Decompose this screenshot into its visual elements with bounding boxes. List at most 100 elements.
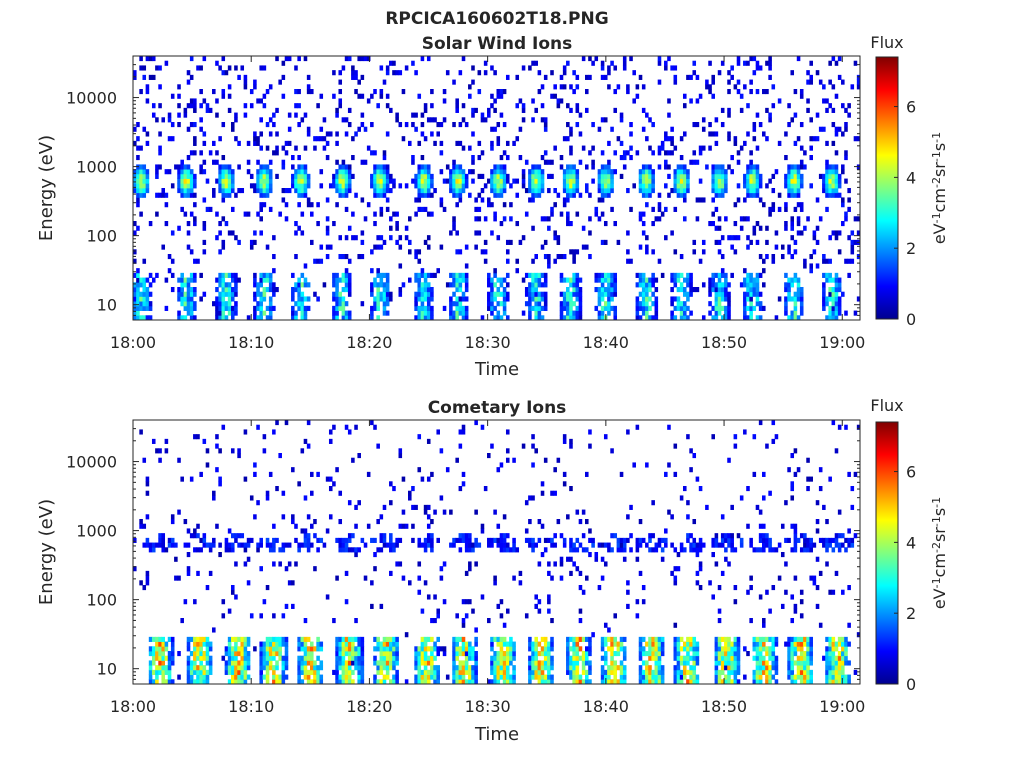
flux-cell: [332, 424, 336, 430]
flux-cell: [556, 457, 561, 463]
flux-cell: [230, 646, 235, 652]
flux-cell: [645, 192, 649, 198]
flux-cell: [259, 98, 263, 104]
flux-cell: [752, 674, 757, 680]
flux-cell: [743, 173, 747, 179]
flux-cell: [496, 188, 501, 194]
flux-cell: [727, 296, 731, 302]
flux-cell: [237, 453, 241, 459]
flux-cell: [765, 679, 769, 685]
flux-cell: [673, 272, 678, 278]
flux-cell: [395, 561, 399, 567]
flux-cell: [600, 315, 605, 321]
flux-cell: [717, 608, 722, 614]
flux-cell: [505, 608, 510, 614]
flux-cell: [676, 552, 681, 558]
flux-cell: [455, 613, 459, 619]
flux-cell: [831, 310, 836, 316]
flux-cell: [651, 277, 655, 283]
flux-cell: [392, 651, 396, 657]
flux-cell: [660, 651, 665, 657]
flux-cell: [148, 305, 153, 311]
flux-cell: [825, 173, 829, 179]
flux-cell: [575, 272, 580, 278]
flux-cell: [376, 660, 380, 666]
flux-cell: [164, 60, 169, 66]
flux-cell: [151, 542, 156, 548]
flux-cell: [370, 603, 374, 609]
flux-cell: [499, 112, 504, 118]
flux-cell: [828, 164, 832, 170]
flux-cell: [335, 296, 339, 302]
flux-cell: [351, 74, 355, 80]
flux-cell: [610, 655, 614, 661]
flux-cell: [300, 183, 305, 189]
flux-cell: [354, 552, 358, 558]
flux-cell: [528, 660, 532, 666]
flux-cell: [626, 429, 630, 435]
flux-cell: [578, 519, 583, 525]
flux-cell: [746, 272, 750, 278]
flux-cell: [537, 679, 542, 685]
flux-cell: [676, 674, 681, 680]
flux-cell: [784, 173, 788, 179]
flux-cell: [651, 150, 655, 156]
flux-cell: [762, 523, 766, 529]
flux-cell: [588, 646, 592, 652]
flux-cell: [537, 315, 542, 321]
flux-cell: [338, 235, 343, 241]
flux-cell: [799, 613, 804, 619]
flux-cell: [550, 490, 554, 496]
flux-cell: [803, 533, 807, 539]
flux-cell: [158, 651, 162, 657]
flux-cell: [230, 272, 235, 278]
flux-cell: [531, 164, 535, 170]
flux-cell: [556, 235, 561, 241]
flux-cell: [234, 136, 238, 142]
flux-cell: [379, 272, 384, 278]
flux-cell: [218, 183, 222, 189]
flux-cell: [145, 188, 150, 194]
flux-cell: [268, 206, 273, 212]
flux-cell: [585, 655, 589, 661]
flux-cell: [505, 665, 510, 671]
flux-cell: [572, 665, 576, 671]
flux-cell: [499, 674, 504, 680]
flux-cell: [461, 533, 466, 539]
flux-cell: [344, 169, 349, 175]
flux-cell: [755, 669, 760, 675]
flux-cell: [196, 533, 200, 539]
flux-cell: [790, 188, 795, 194]
flux-cell: [439, 448, 444, 454]
flux-cell: [547, 216, 551, 222]
flux-cell: [461, 646, 466, 652]
flux-cell: [202, 665, 207, 671]
flux-cell: [480, 315, 485, 321]
flux-cell: [645, 301, 649, 307]
flux-cell: [632, 183, 636, 189]
flux-cell: [417, 178, 422, 184]
flux-cell: [142, 126, 147, 132]
flux-cell: [547, 537, 551, 543]
flux-cell: [155, 169, 159, 175]
flux-cell: [202, 641, 207, 647]
flux-cell: [338, 103, 343, 109]
flux-cell: [490, 665, 494, 671]
flux-cell: [414, 183, 418, 189]
flux-cell: [641, 183, 646, 189]
flux-cell: [316, 221, 320, 227]
flux-cell: [799, 145, 804, 151]
flux-cell: [294, 103, 298, 109]
flux-cell: [278, 211, 282, 217]
flux-cell: [547, 173, 551, 179]
flux-cell: [727, 282, 731, 288]
flux-cell: [259, 282, 263, 288]
flux-cell: [505, 315, 510, 321]
flux-cell: [784, 272, 788, 278]
flux-cell: [395, 679, 399, 685]
flux-cell: [230, 296, 235, 302]
flux-cell: [689, 655, 693, 661]
flux-cell: [177, 178, 181, 184]
flux-cell: [341, 665, 346, 671]
flux-cell: [133, 74, 137, 80]
